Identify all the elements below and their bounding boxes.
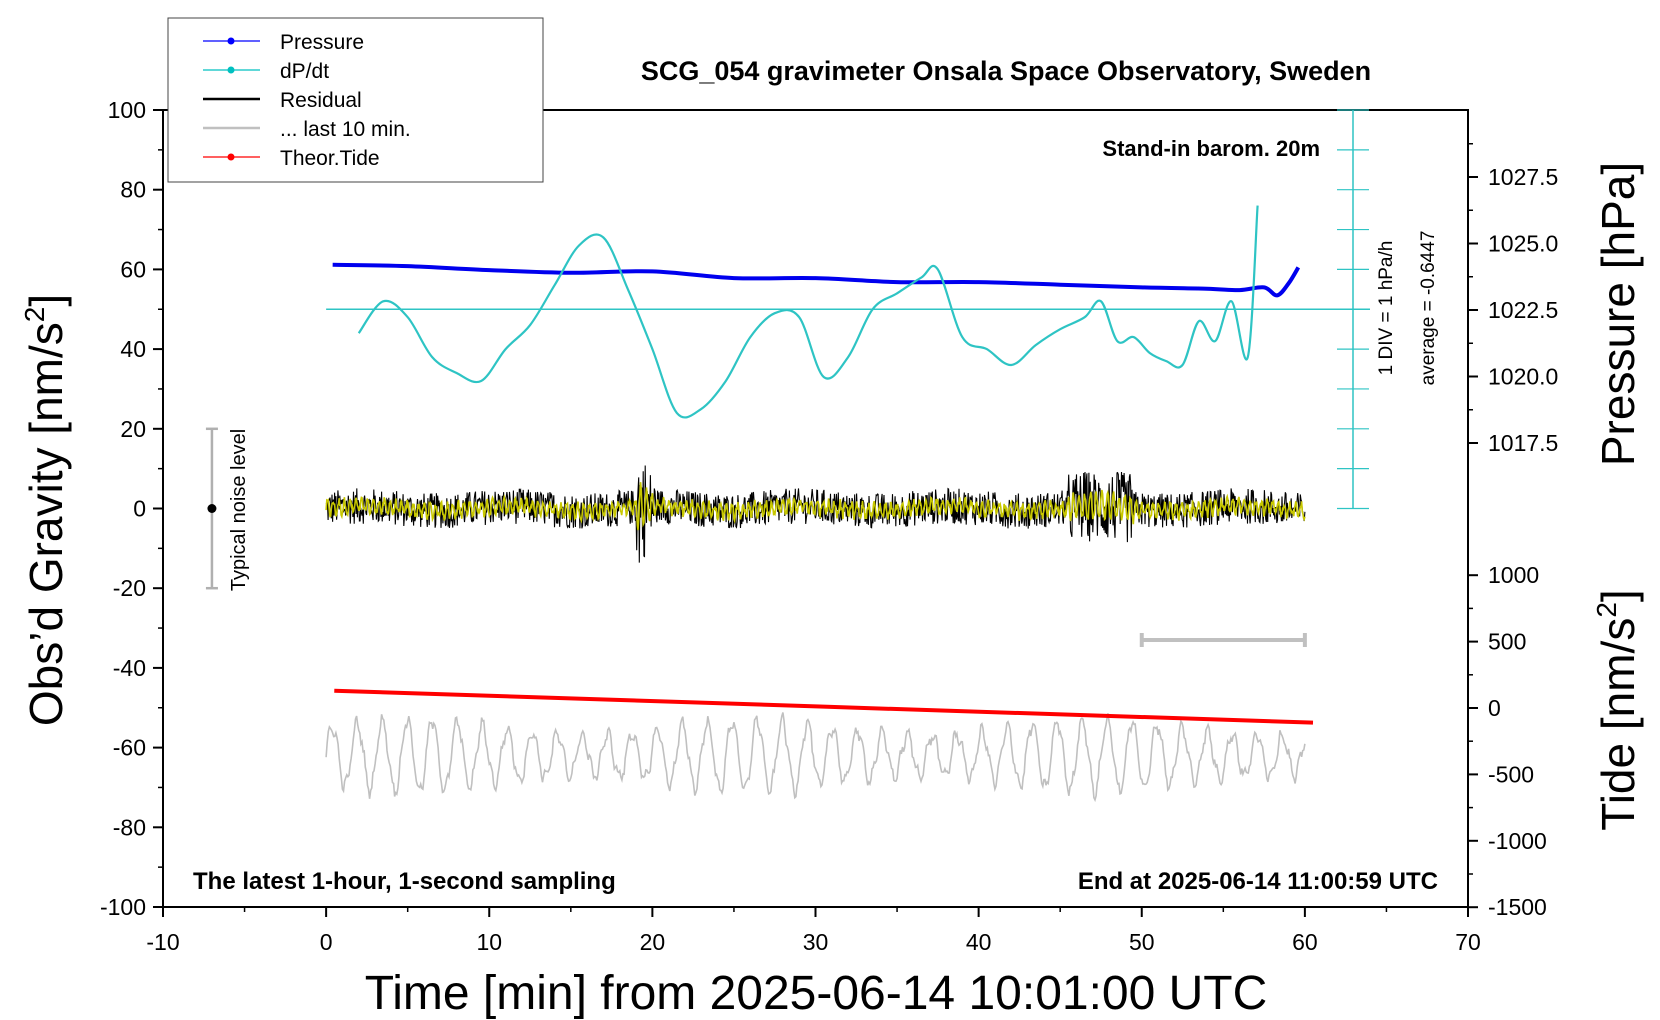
average-label: average = -0.6447 [1418, 231, 1439, 386]
y-pressure-tick-label: 1020.0 [1488, 364, 1558, 390]
y-left-tick-label: 60 [120, 256, 146, 282]
y-left-label-text: Obs’d Gravity [nm/s [20, 322, 72, 726]
x-tick-label: 0 [320, 929, 333, 955]
pressure-trace [332, 262, 1301, 298]
y-tide-tick-label: -1500 [1488, 894, 1547, 920]
noise-level-label: Typical noise level [228, 429, 250, 591]
legend-marker [227, 37, 235, 45]
filtered-trace [325, 482, 1306, 531]
x-tick-label: -10 [146, 929, 179, 955]
x-tick-label: 50 [1129, 929, 1155, 955]
x-tick-label: 20 [640, 929, 666, 955]
y-left-tick-label: 80 [120, 177, 146, 203]
y-left-tick-label: -100 [100, 894, 146, 920]
x-tick-label: 60 [1292, 929, 1318, 955]
legend: Pressure dP/dt Residual ... last 10 min. The… [167, 17, 544, 183]
legend-label: dP/dt [280, 60, 329, 83]
x-tick-label: 70 [1455, 929, 1481, 955]
y-tide-tick-label: -1000 [1488, 828, 1547, 854]
tide-trace [334, 688, 1314, 725]
x-tick-label: 10 [476, 929, 502, 955]
legend-marker [227, 66, 235, 74]
x-axis-label: Time [min] from 2025-06-14 10:01:00 UTC [365, 967, 1268, 1020]
y-tide-tick-label: 0 [1488, 695, 1501, 721]
y-right-ticks: 1017.5 1020.0 1022.5 1025.0 1027.5 -1500 -1000… [1468, 143, 1558, 920]
x-tick-label: 30 [803, 929, 829, 955]
y-pressure-tick-label: 1017.5 [1488, 430, 1558, 456]
x-tick-label: 40 [966, 929, 992, 955]
y-right-pressure-label: Pressure [hPa] [1592, 162, 1644, 466]
y-left-ticks: -100 -80 -60 -40 -20 0 20 40 60 80 100 [100, 97, 163, 920]
y-left-tick-label: -40 [113, 655, 146, 681]
end-time-note: End at 2025-06-14 11:00:59 UTC [1078, 868, 1438, 895]
y-pressure-tick-label: 1022.5 [1488, 297, 1558, 323]
noise-bar-center [207, 504, 217, 513]
y-left-axis-label: Obs’d Gravity [nm/s2] [19, 294, 72, 726]
last-10-min-trace [325, 712, 1306, 803]
legend-label: ... last 10 min. [280, 118, 411, 141]
dpdt-trace [357, 205, 1259, 419]
y-left-tick-label: -80 [113, 814, 146, 840]
legend-label: Theor.Tide [280, 147, 380, 170]
y-left-tick-label: 40 [120, 336, 146, 362]
barometer-note: Stand-in barom. 20m [1102, 136, 1320, 161]
x-axis-ticks: -10 0 10 20 30 40 50 60 70 [146, 907, 1481, 955]
y-left-tick-label: -60 [113, 735, 146, 761]
chart-title: SCG_054 gravimeter Onsala Space Observat… [641, 56, 1371, 86]
sampling-note: The latest 1-hour, 1-second sampling [193, 868, 616, 895]
y-tide-tick-label: 1000 [1488, 562, 1539, 588]
legend-label: Residual [280, 89, 362, 112]
tide-label-close: ] [1592, 589, 1644, 602]
legend-label: Pressure [280, 31, 364, 54]
div-scale-label: 1 DIV = 1 hPa/h [1376, 241, 1397, 376]
y-left-tick-label: 100 [108, 97, 146, 123]
y-tide-tick-label: -500 [1488, 761, 1534, 787]
y-pressure-tick-label: 1027.5 [1488, 164, 1558, 190]
tide-label-sup: 2 [1591, 602, 1622, 618]
y-left-label-sup: 2 [19, 307, 50, 323]
y-tide-tick-label: 500 [1488, 629, 1526, 655]
y-left-tick-label: 20 [120, 416, 146, 442]
y-pressure-tick-label: 1025.0 [1488, 231, 1558, 257]
y-left-label-close: ] [20, 294, 72, 307]
legend-marker [227, 153, 235, 161]
tide-label-text: Tide [nm/s [1592, 618, 1644, 831]
y-left-tick-label: 0 [133, 496, 146, 522]
residual-trace [325, 465, 1306, 563]
data-traces [205, 109, 1370, 803]
y-left-tick-label: -20 [113, 575, 146, 601]
y-right-tide-label: Tide [nm/s2] [1591, 589, 1644, 830]
